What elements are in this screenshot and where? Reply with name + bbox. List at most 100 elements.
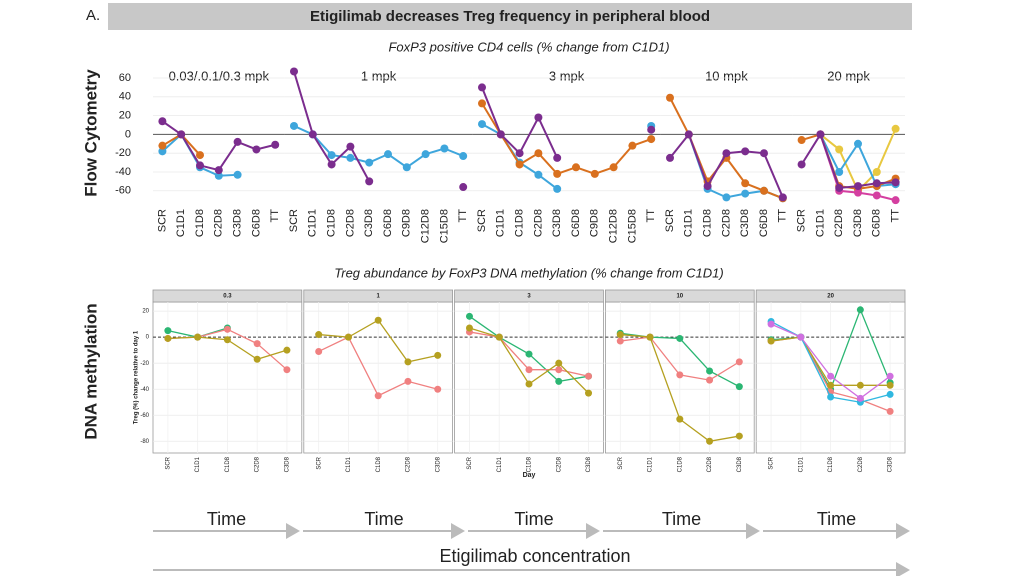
data-point xyxy=(572,163,580,172)
data-point xyxy=(553,153,562,162)
x-tick-label: C1D1 xyxy=(495,209,507,237)
y-tick-label: 40 xyxy=(119,91,131,103)
data-point xyxy=(827,393,835,401)
y-tick-label: -60 xyxy=(140,413,149,419)
data-point xyxy=(465,312,473,320)
data-point xyxy=(628,141,637,150)
x-tick-label: C2D8 xyxy=(213,209,225,237)
y-tick-label: 0 xyxy=(125,128,131,140)
data-point xyxy=(856,381,864,389)
x-tick-label: C2D8 xyxy=(255,456,261,472)
x-tick-label: C1D8 xyxy=(702,209,714,237)
data-point xyxy=(158,117,167,126)
x-tick-label: C3D8 xyxy=(363,209,375,237)
data-point xyxy=(496,130,505,139)
x-tick-label: C3D8 xyxy=(888,456,894,472)
panel-label: A. xyxy=(86,7,100,24)
data-point xyxy=(835,145,844,154)
data-point xyxy=(735,383,743,391)
x-tick-label: C1D1 xyxy=(497,456,503,472)
data-point xyxy=(666,93,674,102)
x-tick-label: C6D8 xyxy=(250,209,262,237)
x-tick-label: C6D8 xyxy=(570,209,582,237)
x-tick-label: C2D8 xyxy=(406,456,412,472)
series-line xyxy=(481,102,652,176)
data-point xyxy=(891,178,900,187)
data-point xyxy=(214,166,223,175)
x-tick-label: C1D1 xyxy=(346,456,352,472)
data-point xyxy=(816,130,825,139)
data-point xyxy=(767,320,775,328)
series-line xyxy=(294,71,463,187)
data-point xyxy=(223,325,231,333)
data-point xyxy=(854,182,862,191)
x-tick-label: C2D8 xyxy=(344,209,356,237)
data-point xyxy=(346,153,355,162)
data-point xyxy=(886,407,894,415)
data-point xyxy=(741,147,750,156)
series-line xyxy=(482,87,651,157)
x-tick-label: C1D1 xyxy=(307,209,319,237)
data-point xyxy=(722,149,731,158)
x-tick-label: C2D8 xyxy=(707,456,713,472)
data-point xyxy=(706,376,714,384)
x-tick-label: C6D8 xyxy=(382,209,394,237)
panel-title: 10 mpk xyxy=(705,68,748,83)
data-point xyxy=(315,331,323,339)
x-tick-label: SCR xyxy=(796,209,808,232)
data-point xyxy=(735,358,743,366)
data-point xyxy=(465,324,473,332)
y-tick-label: -60 xyxy=(115,185,131,197)
panel-title: 0.3 xyxy=(223,294,232,300)
data-point xyxy=(459,152,468,161)
x-tick-label: C2D8 xyxy=(720,209,732,237)
panel-title: 10 xyxy=(676,294,683,300)
x-tick-label: C2D8 xyxy=(532,209,544,237)
data-point xyxy=(158,141,167,150)
x-tick-label: C1D1 xyxy=(683,209,695,237)
data-point xyxy=(164,334,172,342)
data-point xyxy=(365,158,374,167)
data-point xyxy=(534,170,543,179)
data-point xyxy=(434,351,442,359)
data-point xyxy=(327,151,336,160)
x-axis-label: Day xyxy=(523,472,536,479)
data-point xyxy=(271,140,280,149)
section-label: Flow Cytometry xyxy=(81,69,100,197)
series-line xyxy=(819,128,897,193)
x-tick-label: C1D8 xyxy=(194,209,206,237)
x-tick-label: C1D1 xyxy=(798,456,804,472)
x-tick-label: C1D8 xyxy=(514,209,526,237)
chart-subtitle: Treg abundance by FoxP3 DNA methylation … xyxy=(334,265,723,280)
x-tick-label: C1D8 xyxy=(828,456,834,472)
data-point xyxy=(872,167,881,176)
x-tick-label: SCR xyxy=(165,456,171,469)
data-point xyxy=(647,125,656,134)
data-point xyxy=(553,169,562,178)
data-point xyxy=(534,113,543,122)
data-point xyxy=(872,179,881,188)
data-point xyxy=(365,177,374,186)
y-axis-label: Treg (%) change relative to day 1 xyxy=(134,330,140,424)
data-point xyxy=(706,437,714,445)
data-point xyxy=(891,124,900,133)
data-point xyxy=(676,371,684,379)
data-point xyxy=(741,179,750,188)
data-point xyxy=(767,337,775,345)
panel-title: 1 xyxy=(377,294,381,300)
data-point xyxy=(854,188,862,197)
data-point xyxy=(886,381,894,389)
x-tick-label: C3D8 xyxy=(586,456,592,472)
x-tick-label: C1D1 xyxy=(648,456,654,472)
data-point xyxy=(344,333,352,341)
y-tick-label: 60 xyxy=(119,72,131,84)
data-point xyxy=(404,377,412,385)
time-label: Time xyxy=(364,509,403,529)
data-point xyxy=(735,432,743,440)
data-point xyxy=(703,182,712,191)
x-tick-label: SCR xyxy=(156,209,168,232)
x-tick-label: C6D8 xyxy=(871,209,883,237)
chart-subtitle: FoxP3 positive CD4 cells (% change from … xyxy=(388,39,669,54)
x-tick-label: C3D8 xyxy=(852,209,864,237)
data-point xyxy=(684,130,693,139)
